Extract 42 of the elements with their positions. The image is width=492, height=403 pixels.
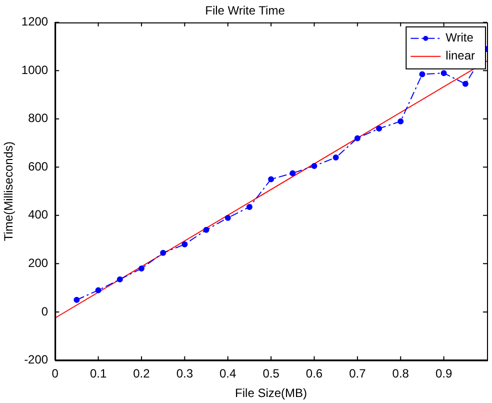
y-tick-label: 0 xyxy=(41,304,48,318)
legend-label: linear xyxy=(446,48,476,63)
point xyxy=(224,214,231,221)
point xyxy=(116,276,123,282)
point xyxy=(138,266,144,272)
point xyxy=(246,204,252,210)
x-tick-label: 0.3 xyxy=(176,366,194,381)
x-tick-label: 0 xyxy=(52,366,59,381)
x-tick-label: 0.8 xyxy=(392,366,410,381)
point xyxy=(203,226,210,233)
point xyxy=(95,287,102,294)
point xyxy=(332,154,339,161)
point xyxy=(182,241,188,248)
point xyxy=(160,250,166,256)
y-tick-label: -200 xyxy=(24,352,48,367)
y-tick-label: 1200 xyxy=(21,14,48,29)
point xyxy=(290,170,296,176)
point xyxy=(354,135,360,142)
legend-label: Write xyxy=(446,30,474,45)
point xyxy=(440,70,447,76)
x-tick-label: 0.2 xyxy=(133,366,150,381)
y-tick-label: 800 xyxy=(28,111,48,126)
chart-title: File Write Time xyxy=(205,4,286,18)
x-tick-label: 0.1 xyxy=(90,366,107,381)
y-tick-label: 400 xyxy=(28,208,48,222)
y-axis-title: Time(Milliseconds) xyxy=(2,142,16,242)
point xyxy=(462,80,468,87)
point xyxy=(419,71,426,78)
point xyxy=(398,118,404,124)
x-tick-label: 0.5 xyxy=(262,366,280,381)
y-tick-label: 600 xyxy=(28,159,48,174)
y-tick-label: 1000 xyxy=(21,62,48,77)
x-tick-label: 0.7 xyxy=(349,366,366,381)
point xyxy=(376,126,382,132)
x-tick-label: 0.6 xyxy=(306,366,323,381)
point xyxy=(311,162,318,169)
y-tick-label: 200 xyxy=(28,256,48,270)
x-axis-title: File Size(MB) xyxy=(235,386,308,400)
x-tick-label: 0.4 xyxy=(220,366,237,381)
point xyxy=(74,296,80,303)
x-tick-label: 0.9 xyxy=(435,366,452,381)
point xyxy=(268,176,274,182)
